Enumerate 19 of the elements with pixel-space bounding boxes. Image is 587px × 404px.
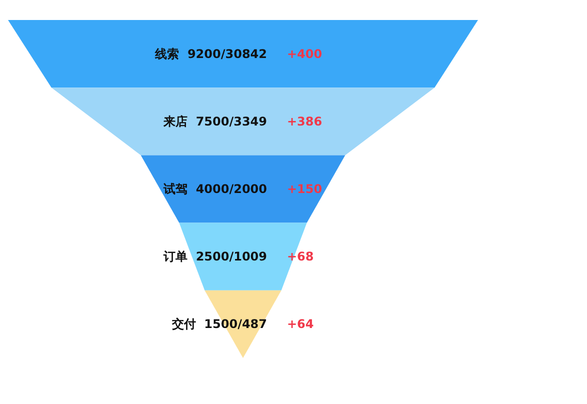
data-label: /1009 [229,250,267,264]
data-label: 7500 [196,114,230,128]
data-label: +400 [287,46,322,61]
category-label: 来店 [162,114,196,128]
data-label: /487 [238,317,267,332]
data-label: +150 [287,182,322,196]
data-label: 1500 [204,317,238,332]
data-label: 2500 [196,250,230,264]
category-label: 试驾 [162,182,196,196]
data-label: /3349 [229,114,267,128]
data-label: /2000 [229,182,267,196]
category-label: 线索 [154,46,188,61]
data-label: /30842 [220,46,267,61]
data-label: +386 [287,114,322,128]
data-label: +64 [287,317,314,332]
category-label: 交付 [170,317,204,332]
data-label: 4000 [196,182,230,196]
category-label: 订单 [162,250,196,264]
data-label: 9200 [187,46,221,61]
